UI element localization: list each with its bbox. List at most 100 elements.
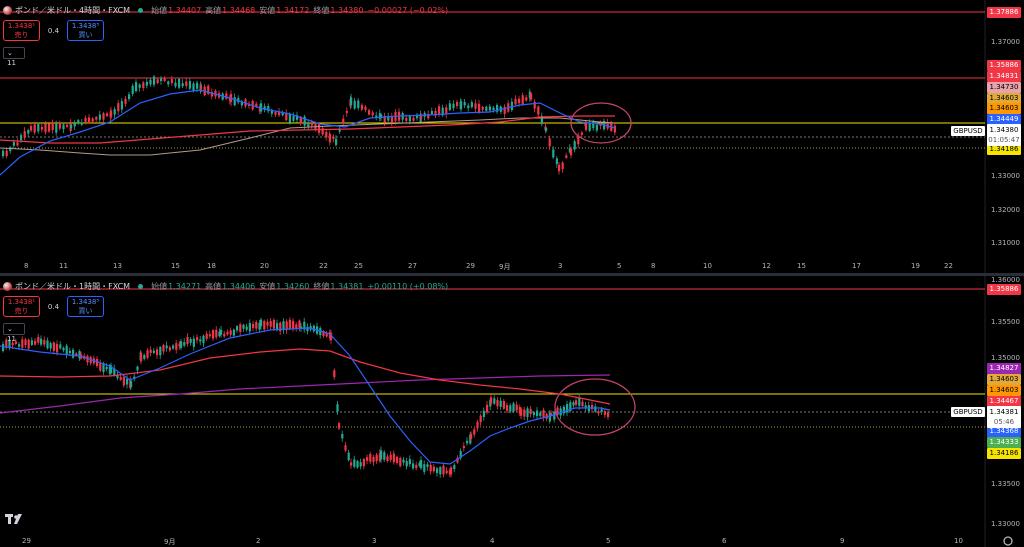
top-indicators-toggle[interactable]: ⌄ 11 [3, 47, 25, 67]
candle [552, 149, 555, 158]
bottom-price-tag[interactable]: 1.34467 [987, 396, 1021, 407]
bottom-price-tag[interactable]: 1.35886 [987, 284, 1021, 295]
candle [591, 404, 594, 410]
candle [37, 123, 40, 132]
candle [226, 331, 229, 335]
candle [306, 326, 309, 332]
candle [350, 462, 353, 466]
candle [2, 344, 5, 352]
candle [378, 113, 381, 119]
candle [545, 127, 548, 131]
candle [573, 141, 576, 150]
candle [344, 445, 347, 451]
candle [167, 81, 170, 85]
candle [459, 450, 462, 458]
bottom-chart-canvas[interactable] [0, 276, 1024, 547]
bottom-y-tick: 1.33000 [991, 520, 1020, 528]
top-open-value: 1.34407 [168, 5, 202, 15]
candle [597, 411, 600, 414]
candle [285, 321, 288, 331]
candle [442, 465, 445, 475]
candle [529, 408, 532, 415]
candle [102, 363, 105, 373]
candle [338, 423, 341, 429]
top-buy-button[interactable]: 1.3438⁵ 買い [67, 20, 104, 41]
candle [328, 332, 331, 338]
candle [496, 104, 499, 112]
candle [345, 110, 348, 113]
top-sell-button[interactable]: 1.3438¹ 売り [3, 20, 40, 41]
symbol-icon[interactable] [3, 5, 12, 15]
candle [160, 78, 163, 82]
candle [555, 158, 558, 165]
top-y-tick: 1.31000 [991, 239, 1020, 247]
candle [325, 332, 328, 337]
top-chart-pane[interactable]: ポンド／米ドル・4時間・FXCM 始値 1.34407 高値 1.34468 安値 1… [0, 0, 1024, 273]
top-price-tag[interactable]: 1.37886 [987, 7, 1021, 18]
pane-divider[interactable] [0, 273, 1024, 276]
candle [405, 461, 408, 467]
candle [592, 120, 595, 129]
top-price-tag[interactable]: 1.35886 [987, 60, 1021, 71]
candle [537, 106, 540, 115]
candle [202, 335, 205, 344]
top-price-tag[interactable]: 1.34603 [987, 93, 1021, 104]
candle [485, 106, 488, 111]
candle [509, 405, 512, 412]
top-price-tag[interactable]: 1.34603 [987, 103, 1021, 114]
candle [450, 467, 453, 475]
bottom-legend-title[interactable]: ポンド／米ドル・1時間・FXCM [15, 281, 131, 291]
candle [12, 142, 15, 146]
candle [199, 339, 202, 342]
bottom-price-tag[interactable]: 1.34603 [987, 385, 1021, 396]
top-price-tag[interactable]: 1.34730 [987, 82, 1021, 93]
candle [9, 147, 12, 152]
candle [380, 450, 383, 460]
top-chart-canvas[interactable] [0, 0, 1024, 273]
candle [274, 111, 277, 115]
bottom-sell-button[interactable]: 1.3438¹ 売り [3, 296, 40, 317]
bottom-price-tag[interactable]: 1.34186 [987, 448, 1021, 459]
symbol-icon[interactable] [3, 281, 12, 291]
bottom-chart-pane[interactable]: ポンド／米ドル・1時間・FXCM 始値 1.34271 高値 1.34406 安値 1… [0, 276, 1024, 547]
candle [528, 91, 531, 99]
chevron-down-icon: ⌄ [7, 49, 13, 57]
candle [420, 114, 423, 119]
candle [478, 103, 481, 113]
candle [332, 136, 335, 139]
ma-red-line [0, 348, 611, 405]
bottom-price-tag[interactable]: 1.34827 [987, 363, 1021, 374]
candle [418, 462, 421, 466]
candle [5, 150, 8, 157]
top-price-tag[interactable]: 1.34831 [987, 71, 1021, 82]
candle [229, 330, 232, 335]
candle [288, 319, 291, 329]
candle [165, 345, 168, 349]
top-price-tag[interactable]: 1.34186 [987, 144, 1021, 155]
bottom-price-tag[interactable]: 1.34368 [987, 426, 1021, 437]
candle [577, 135, 580, 145]
candle [530, 93, 533, 100]
bottom-indicators-toggle[interactable]: ⌄ 11 [3, 323, 25, 343]
candle [56, 343, 59, 353]
top-y-tick: 1.37000 [991, 38, 1020, 46]
top-legend-title[interactable]: ポンド／米ドル・4時間・FXCM [15, 5, 131, 15]
candle [119, 377, 122, 380]
bottom-price-tag[interactable]: 1.34603 [987, 374, 1021, 385]
candle [353, 100, 356, 109]
candle [62, 347, 65, 351]
candle [490, 397, 493, 404]
bottom-buy-button[interactable]: 1.3438⁵ 買い [67, 296, 104, 317]
candle [23, 131, 26, 138]
bottom-price-tag[interactable]: 1.34333 [987, 437, 1021, 448]
candle [168, 347, 171, 351]
candle [233, 97, 236, 106]
candle [518, 407, 521, 414]
candle [40, 338, 43, 345]
ma-gray-line [0, 117, 616, 156]
top-price-tag[interactable]: 1.34449 [987, 114, 1021, 125]
candle [96, 359, 99, 366]
candle [542, 409, 545, 419]
candle [59, 344, 62, 349]
top-x-tick: 3 [558, 262, 563, 270]
